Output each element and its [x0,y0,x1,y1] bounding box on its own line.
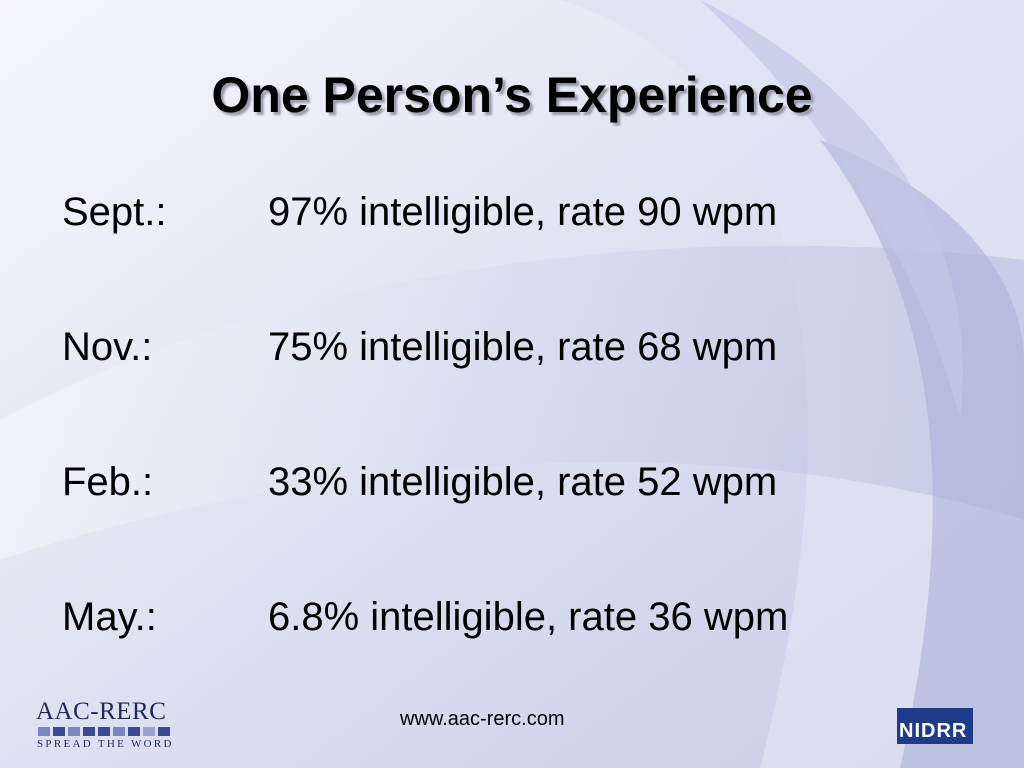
row-text: 6.8% intelligible, rate 36 wpm [268,595,789,639]
row-label: Nov.: [62,325,153,369]
logo-square [83,727,95,736]
logo-square [68,727,80,736]
row-text: 33% intelligible, rate 52 wpm [268,460,778,504]
logo-square [143,727,155,736]
logo-square [98,727,110,736]
logo-box: NIDRR [897,708,973,744]
row-text: 75% intelligible, rate 68 wpm [268,325,778,369]
logo-square [113,727,125,736]
logo-square [53,727,65,736]
row-label: May.: [62,595,157,639]
logo-square [128,727,140,736]
logo-square [158,727,170,736]
footer-url: www.aac-rerc.com [400,708,565,730]
logo-text: NIDRR [899,720,968,742]
logo-square [38,727,50,736]
row-label: Feb.: [62,460,154,504]
row-text: 97% intelligible, rate 90 wpm [268,190,778,234]
logo-tagline: SPREAD THE WORD [37,738,174,750]
logo-text: AAC-RERC [36,698,167,725]
slide-title: One Person’s Experience [211,67,813,123]
row-label: Sept.: [62,190,167,234]
